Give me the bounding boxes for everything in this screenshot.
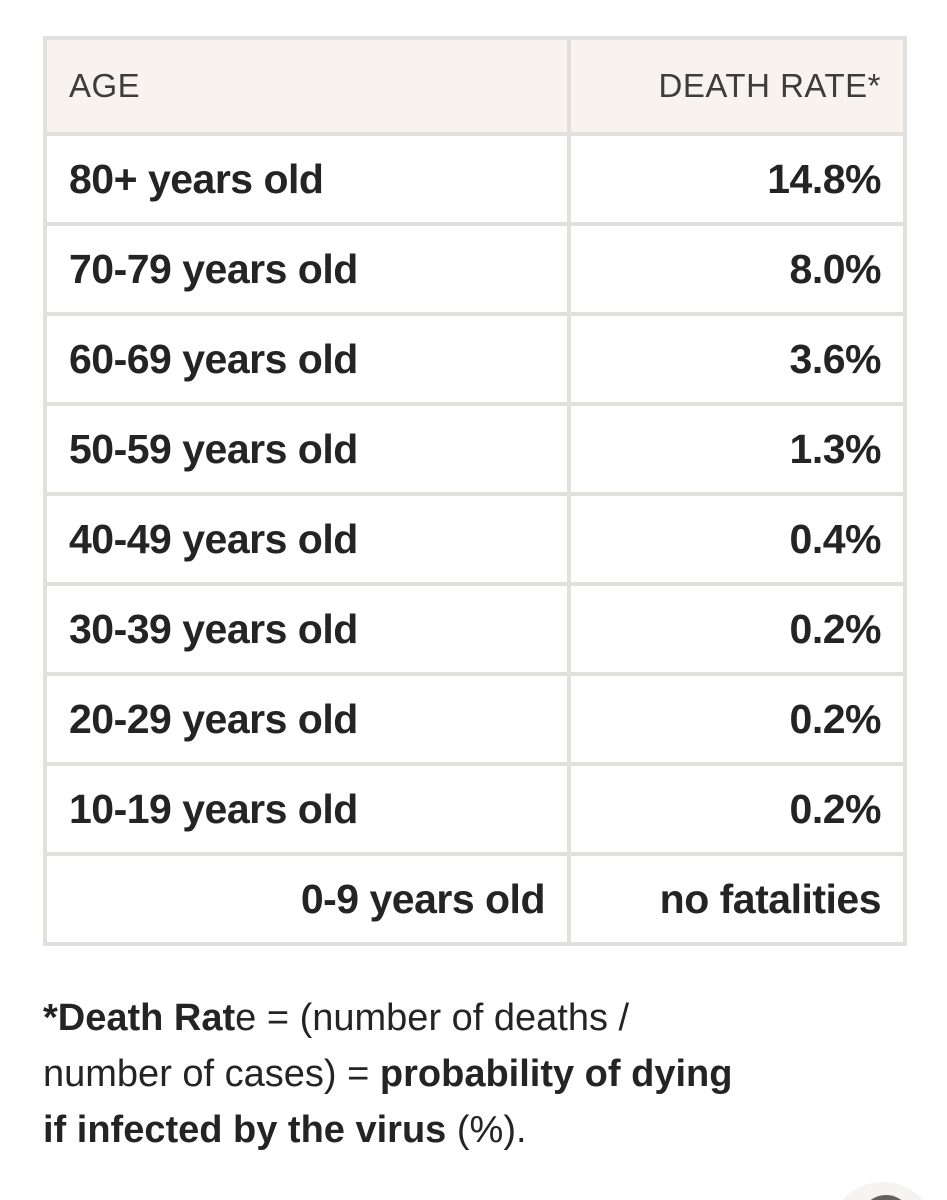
rate-cell: 0.2% [567, 582, 907, 676]
age-cell: 40-49 years old [43, 492, 571, 586]
age-cell: 50-59 years old [43, 402, 571, 496]
table-header-row: AGE DEATH RATE* [43, 36, 907, 136]
footnote-bold-lead: *Death Rat [43, 997, 236, 1039]
table-row: 30-39 years old 0.2% [43, 582, 907, 676]
age-cell: 80+ years old [43, 132, 571, 226]
table-row: 80+ years old 14.8% [43, 132, 907, 226]
table-row: 60-69 years old 3.6% [43, 312, 907, 406]
footnote-regular-2: (%). [446, 1109, 527, 1151]
age-cell: 10-19 years old [43, 762, 571, 856]
age-cell: 0-9 years old [43, 852, 571, 946]
table-row: 70-79 years old 8.0% [43, 222, 907, 316]
table-row: 40-49 years old 0.4% [43, 492, 907, 586]
rate-cell: 8.0% [567, 222, 907, 316]
age-cell: 60-69 years old [43, 312, 571, 406]
rate-cell: 0.4% [567, 492, 907, 586]
header-death-rate: DEATH RATE* [567, 36, 907, 136]
death-rate-footnote: *Death Rate = (number of deaths / number… [43, 990, 923, 1158]
rate-cell: 0.2% [567, 672, 907, 766]
table-row: 0-9 years old no fatalities [43, 852, 907, 946]
age-cell: 20-29 years old [43, 672, 571, 766]
rate-cell: no fatalities [567, 852, 907, 946]
floating-action-button[interactable] [828, 1182, 938, 1200]
table-row: 20-29 years old 0.2% [43, 672, 907, 766]
footnote-bold-2: probability of dying if infected by the … [43, 1053, 733, 1151]
table-row: 10-19 years old 0.2% [43, 762, 907, 856]
table-row: 50-59 years old 1.3% [43, 402, 907, 496]
rate-cell: 1.3% [567, 402, 907, 496]
rate-cell: 0.2% [567, 762, 907, 856]
footnote-regular-1: e = (number of deaths / number of cases)… [43, 997, 630, 1095]
rate-cell: 3.6% [567, 312, 907, 406]
death-rate-table: AGE DEATH RATE* 80+ years old 14.8% 70-7… [43, 36, 907, 946]
age-cell: 70-79 years old [43, 222, 571, 316]
floating-action-button-icon [860, 1195, 912, 1200]
rate-cell: 14.8% [567, 132, 907, 226]
age-cell: 30-39 years old [43, 582, 571, 676]
header-age: AGE [43, 36, 571, 136]
